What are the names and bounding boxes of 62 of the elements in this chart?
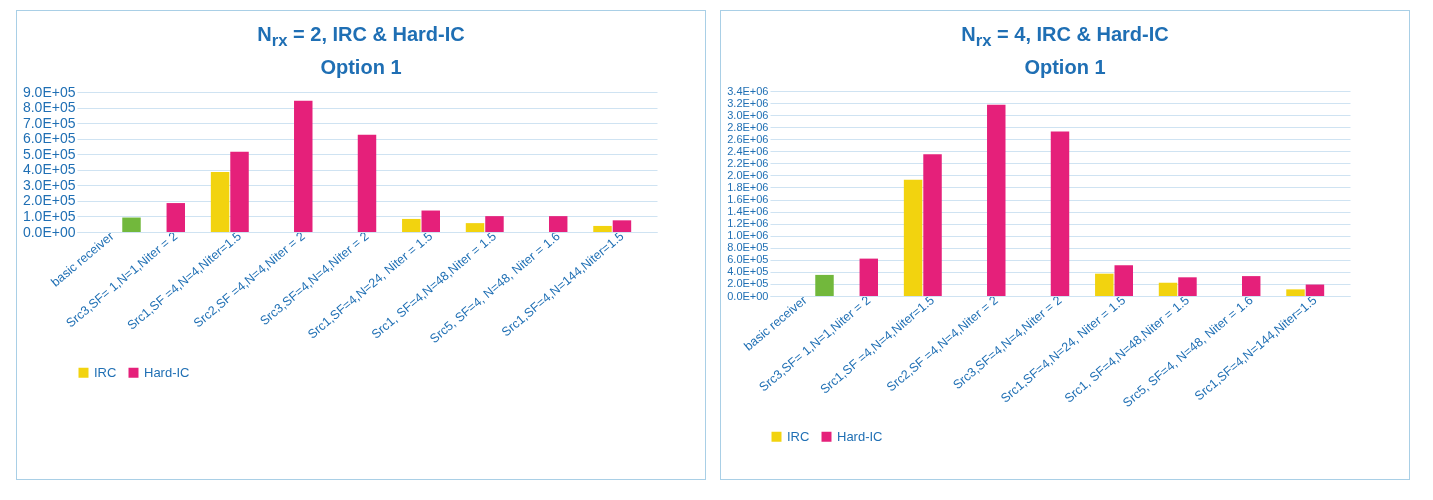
chart-subtitle: Option 1: [319, 55, 403, 80]
chart-title: N$_{rx}$ = 4, IRC & Hard-IC: [960, 22, 1170, 52]
y-tick-label: 1.4E+06: [727, 205, 769, 218]
y-tick-label: 3.0E+05: [22, 176, 76, 193]
bar: [1305, 284, 1325, 296]
y-tick-label: 2.0E+05: [22, 192, 76, 209]
y-tick-label: 2.8E+06: [727, 120, 769, 133]
bar: [859, 258, 879, 296]
legend-label: Hard-IC: [144, 364, 190, 380]
y-tick-label: 9.0E+05: [22, 83, 76, 100]
bar: [1114, 265, 1133, 296]
y-tick-label: 2.0E+06: [727, 168, 769, 181]
y-tick-label: 5.0E+05: [22, 145, 76, 162]
y-tick-label: 1.0E+06: [727, 229, 769, 242]
bar: [1241, 276, 1261, 296]
y-tick-label: 3.4E+06: [727, 84, 769, 97]
chart-title: N$_{rx}$ = 2, IRC & Hard-IC: [256, 22, 466, 52]
bar: [612, 220, 632, 232]
bar: [465, 223, 485, 232]
bar: [1286, 289, 1305, 296]
bar: [357, 134, 377, 232]
bar: [987, 104, 1006, 296]
bar: [294, 100, 313, 232]
y-tick-label: 2.6E+06: [727, 132, 769, 145]
y-tick-label: 6.0E+05: [727, 253, 769, 266]
y-tick-label: 2.4E+06: [727, 144, 769, 157]
y-tick-label: 8.0E+05: [22, 99, 76, 116]
bar: [421, 210, 440, 232]
y-tick-label: 1.0E+05: [22, 207, 76, 224]
y-tick-label: 2.0E+05: [727, 277, 769, 290]
bar: [402, 218, 421, 232]
y-tick-label: 3.0E+06: [727, 108, 769, 121]
y-tick-label: 0.0E+00: [22, 223, 76, 240]
bar: [166, 203, 186, 232]
legend-label: Hard-IC: [837, 428, 883, 444]
y-tick-label: 7.0E+05: [22, 114, 76, 131]
y-tick-label: 8.0E+05: [727, 241, 769, 254]
bar: [1095, 273, 1114, 296]
bar: [1158, 282, 1178, 296]
bar: [210, 172, 230, 232]
y-tick-label: 1.2E+06: [727, 217, 769, 230]
legend-label: IRC: [94, 364, 117, 380]
legend-label: IRC: [787, 428, 810, 444]
y-tick-label: 3.2E+06: [727, 96, 769, 109]
bar: [923, 154, 942, 296]
bar: [122, 217, 141, 232]
bar: [815, 274, 834, 296]
bar: [548, 216, 568, 232]
bar: [593, 225, 612, 232]
chart-subtitle: Option 1: [1023, 55, 1107, 80]
y-tick-label: 4.0E+05: [727, 265, 769, 278]
y-tick-label: 1.8E+06: [727, 180, 769, 193]
y-tick-label: 6.0E+05: [22, 130, 76, 147]
bar: [485, 216, 504, 232]
bar: [230, 151, 249, 232]
bar: [1050, 131, 1070, 296]
y-tick-label: 0.0E+00: [727, 289, 769, 302]
y-tick-label: 2.2E+06: [727, 156, 769, 169]
bar: [1178, 277, 1197, 296]
bar: [903, 179, 923, 296]
y-tick-label: 4.0E+05: [22, 161, 76, 178]
y-tick-label: 1.6E+06: [727, 193, 769, 206]
